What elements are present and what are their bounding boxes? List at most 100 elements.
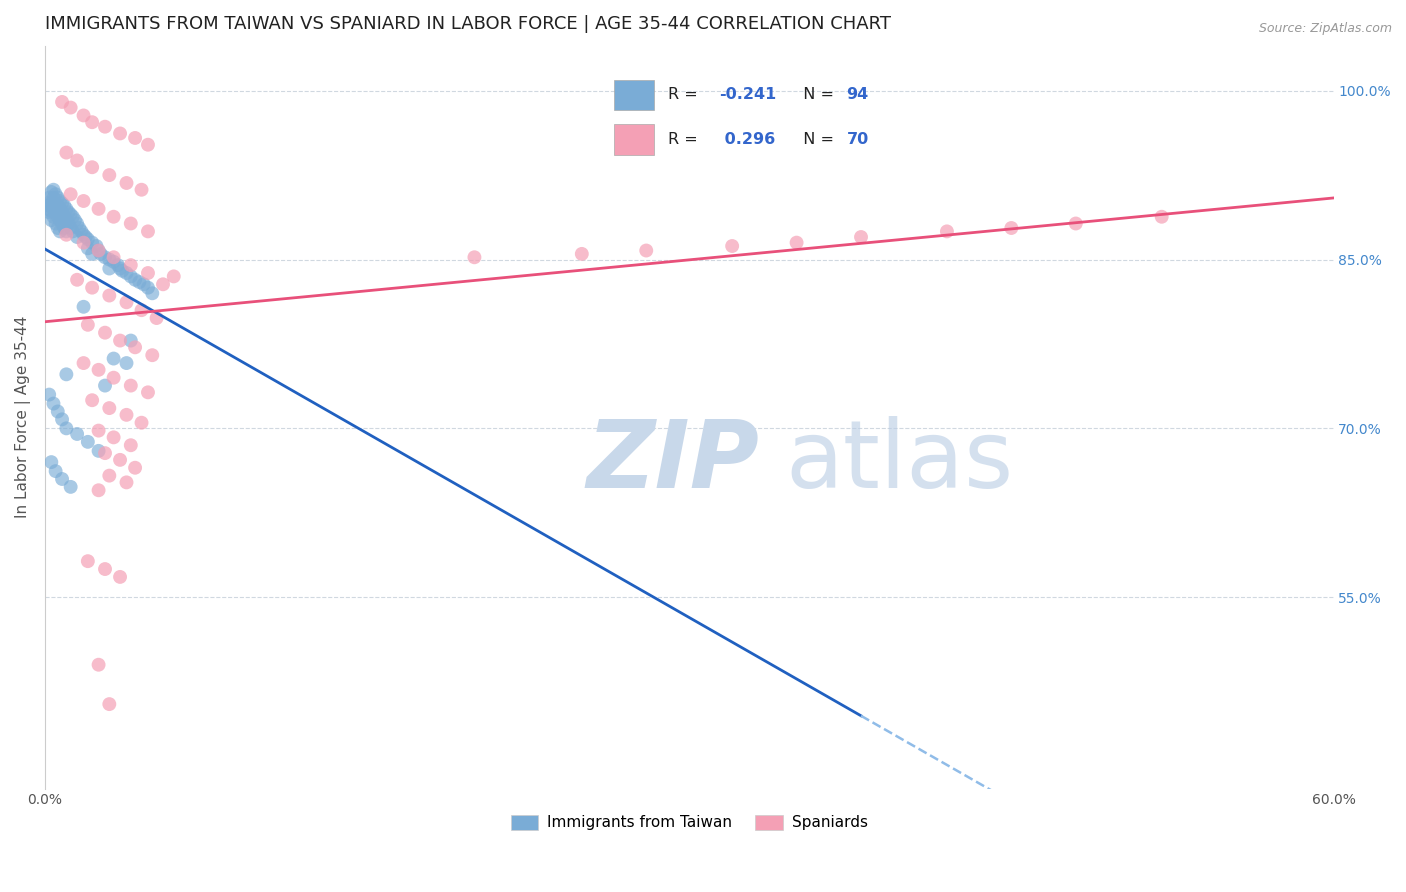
Point [115,176,138,190]
Point [41,213,63,227]
Point [120,269,142,284]
Point [62,224,84,238]
Point [94,562,117,576]
Point [46,221,69,235]
Point [55,202,77,216]
Point [849,230,872,244]
Point [463,250,485,264]
Point [72,227,94,242]
Point [636,244,658,258]
Point [108,261,131,276]
Point [82,280,104,294]
Point [935,224,957,238]
Point [94,326,117,340]
Point [38,191,60,205]
Point [94,250,117,264]
Point [152,277,174,292]
Point [46,191,69,205]
Point [163,269,186,284]
Point [115,475,138,490]
Point [66,153,89,168]
Point [45,217,67,231]
Point [63,213,86,227]
Point [76,318,98,332]
Point [1064,217,1087,231]
Point [103,430,125,444]
Point [55,421,77,435]
Point [41,185,63,199]
Point [136,385,159,400]
Point [87,244,110,258]
Legend: Immigrants from Taiwan, Spaniards: Immigrants from Taiwan, Spaniards [505,808,875,837]
Point [42,191,65,205]
Point [59,101,82,115]
Text: Source: ZipAtlas.com: Source: ZipAtlas.com [1258,22,1392,36]
Point [53,210,76,224]
Point [136,266,159,280]
Point [72,194,94,208]
Point [87,363,110,377]
Point [98,261,121,276]
Point [131,183,153,197]
Point [46,210,69,224]
Point [59,187,82,202]
Point [42,210,65,224]
Point [111,264,134,278]
Text: ZIP: ZIP [586,416,759,508]
Point [59,207,82,221]
Point [98,288,121,302]
Point [124,460,146,475]
Point [45,464,67,478]
Point [76,434,98,449]
Point [55,227,77,242]
Point [115,408,138,422]
Point [66,217,89,231]
Point [108,453,131,467]
Point [42,396,65,410]
Text: IMMIGRANTS FROM TAIWAN VS SPANIARD IN LABOR FORCE | AGE 35-44 CORRELATION CHART: IMMIGRANTS FROM TAIWAN VS SPANIARD IN LA… [45,15,891,33]
Point [82,160,104,174]
Text: atlas: atlas [786,416,1014,508]
Point [136,224,159,238]
Point [82,115,104,129]
Point [45,187,67,202]
Point [49,202,72,216]
Point [51,205,73,219]
Point [72,356,94,370]
Point [1000,221,1022,235]
Point [103,250,125,264]
Point [41,196,63,211]
Point [53,221,76,235]
Point [87,657,110,672]
Point [76,554,98,568]
Point [98,252,121,267]
Point [103,210,125,224]
Point [103,254,125,268]
Point [38,205,60,219]
Point [145,311,167,326]
Point [38,198,60,212]
Point [55,368,77,382]
Point [128,275,150,289]
Point [87,244,110,258]
Point [120,334,142,348]
Point [98,168,121,182]
Point [58,217,80,231]
Point [42,202,65,216]
Point [66,230,89,244]
Y-axis label: In Labor Force | Age 35-44: In Labor Force | Age 35-44 [15,316,31,518]
Point [41,204,63,219]
Point [87,443,110,458]
Point [49,224,72,238]
Point [86,239,108,253]
Point [53,198,76,212]
Point [45,196,67,211]
Point [98,401,121,416]
Point [55,224,77,238]
Point [72,108,94,122]
Point [66,273,89,287]
Point [120,378,142,392]
Point [120,438,142,452]
Point [94,446,117,460]
Point [58,205,80,219]
